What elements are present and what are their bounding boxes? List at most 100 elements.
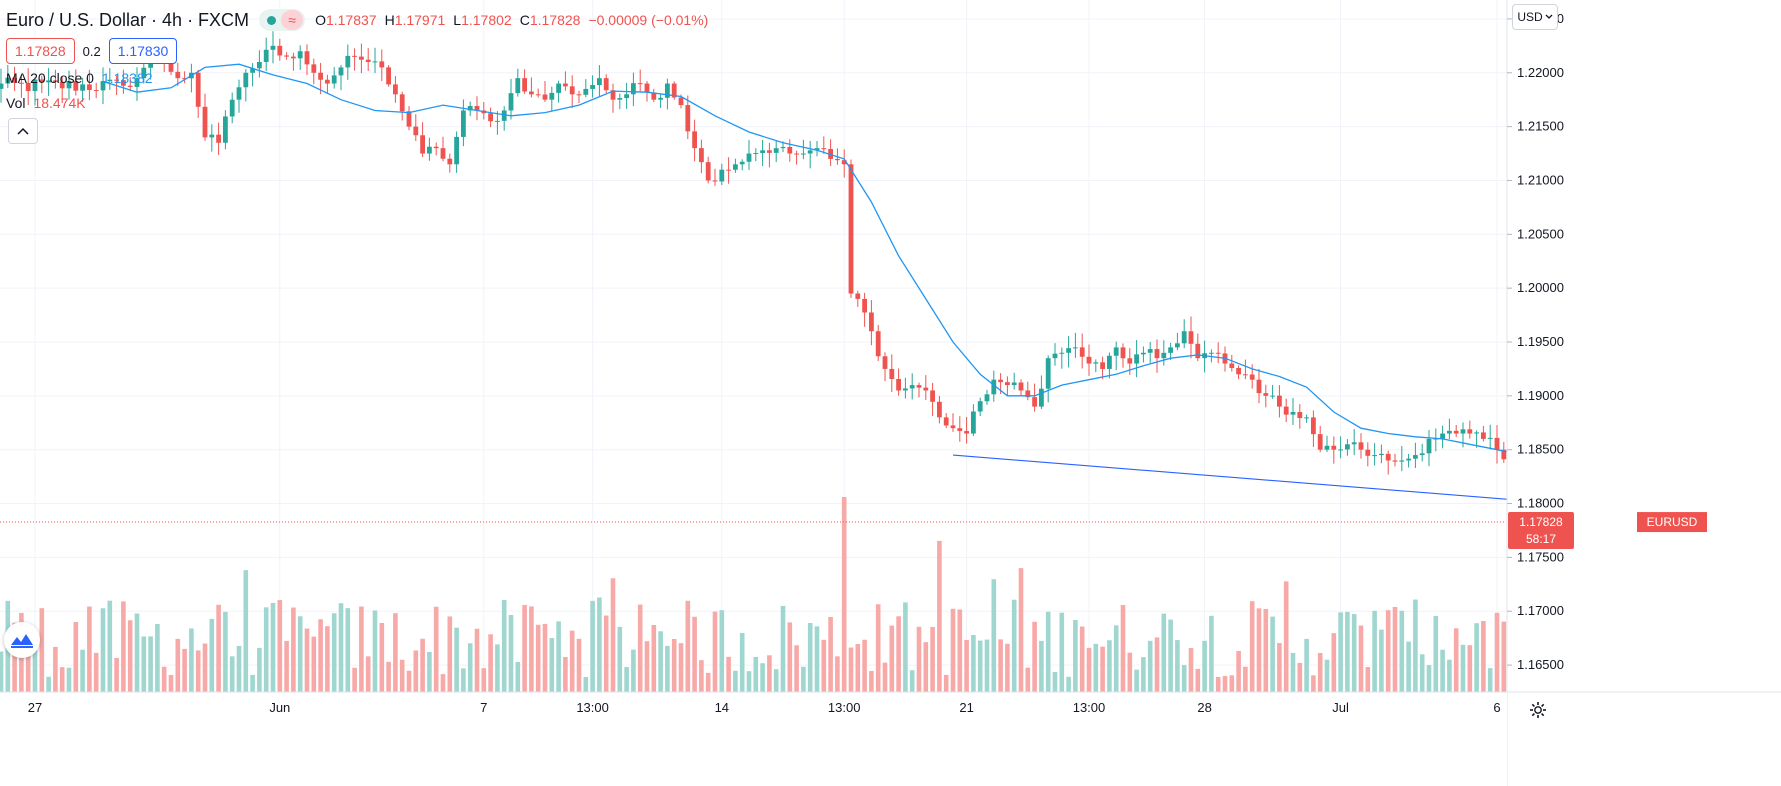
candle-body xyxy=(372,61,378,63)
candle xyxy=(1453,424,1459,438)
candle xyxy=(1168,342,1173,361)
candle-body xyxy=(1331,445,1337,450)
volume-bar xyxy=(1018,568,1024,692)
candle xyxy=(236,79,242,113)
volume-legend[interactable]: Vol 18.474K xyxy=(6,95,86,111)
time-tick-label: 13:00 xyxy=(576,700,609,715)
market-open-icon xyxy=(261,10,281,30)
candle xyxy=(610,83,616,113)
volume-bar xyxy=(66,667,72,692)
candle-body xyxy=(835,158,840,161)
volume-bar xyxy=(658,631,663,692)
candle xyxy=(93,82,99,99)
volume-bar xyxy=(127,620,133,692)
volume-bar xyxy=(841,497,847,692)
candle xyxy=(318,62,323,95)
volume-bar xyxy=(1297,662,1303,692)
candle-body xyxy=(73,80,79,91)
volume-bar xyxy=(352,667,357,692)
candle-body xyxy=(1324,445,1330,450)
volume-bar xyxy=(39,608,45,692)
candle xyxy=(624,82,629,109)
candle xyxy=(202,93,208,141)
close-value: 1.17828 xyxy=(529,12,581,28)
candle-body xyxy=(1379,453,1384,456)
volume-bar xyxy=(590,600,595,692)
ma-legend[interactable]: MA 20 close 0 1.18382 xyxy=(6,70,153,86)
candle xyxy=(685,95,691,140)
volume-bar xyxy=(610,578,616,692)
candle-body xyxy=(1032,397,1037,407)
candle-body xyxy=(1413,455,1418,459)
candle xyxy=(794,150,799,165)
candle xyxy=(195,69,201,118)
volume-bar xyxy=(223,611,228,692)
volume-bar xyxy=(1256,608,1262,692)
candle-body xyxy=(284,55,289,57)
vol-label: Vol xyxy=(6,95,26,111)
buy-button[interactable]: 1.17830 xyxy=(108,38,178,64)
volume-bar xyxy=(875,604,881,692)
candle xyxy=(726,157,731,184)
volume-bar xyxy=(284,640,289,692)
volume-bar xyxy=(1107,640,1112,692)
volume-bar xyxy=(1052,672,1058,692)
volume-bar xyxy=(474,628,480,692)
volume-bar xyxy=(1304,638,1309,692)
price-tick-label: 1.20000 xyxy=(1517,280,1564,295)
candle-body xyxy=(1011,382,1017,386)
candle-body xyxy=(780,146,786,149)
tradingview-logo-button[interactable] xyxy=(4,622,40,658)
collapse-legend-button[interactable] xyxy=(8,118,38,144)
volume-bar xyxy=(263,607,269,692)
candle-body xyxy=(338,67,344,76)
volume-bar xyxy=(114,657,119,692)
candle-body xyxy=(53,80,58,82)
candle-body xyxy=(889,368,895,379)
candle xyxy=(1066,335,1071,368)
market-status[interactable]: ≈ xyxy=(259,9,306,31)
volume-bar xyxy=(862,639,867,692)
volume-bar xyxy=(957,609,963,692)
settings-button[interactable] xyxy=(1528,700,1548,720)
volume-bar xyxy=(12,622,17,692)
candle xyxy=(325,74,330,94)
candle xyxy=(1372,443,1377,466)
candle-body xyxy=(1188,331,1194,344)
candle-body xyxy=(1453,430,1459,434)
volume-bar xyxy=(100,608,106,692)
volume-bar xyxy=(1331,633,1337,692)
currency-selector[interactable]: USD xyxy=(1512,4,1558,30)
candle xyxy=(692,119,697,162)
candle-body xyxy=(998,379,1003,383)
candle xyxy=(467,101,473,116)
volume-bar xyxy=(291,607,296,692)
candle-body xyxy=(685,105,691,132)
candle-body xyxy=(1277,395,1282,407)
volume-bar xyxy=(1406,641,1411,692)
countdown-timer: 58:17 xyxy=(1526,532,1556,546)
volume-bar xyxy=(440,674,446,692)
sell-button[interactable]: 1.17828 xyxy=(6,38,75,64)
candle-body xyxy=(345,55,351,68)
volume-bar xyxy=(1188,647,1194,692)
volume-bar xyxy=(1467,645,1473,692)
symbol-title[interactable]: Euro / U.S. Dollar · 4h · FXCM xyxy=(6,9,250,30)
candle-body xyxy=(1290,412,1296,415)
candle-body xyxy=(1093,362,1099,364)
candle xyxy=(1039,375,1044,409)
candle xyxy=(1093,359,1099,373)
volume-bar xyxy=(399,659,405,692)
candle xyxy=(1052,343,1058,366)
candle-body xyxy=(107,79,113,82)
candle-body xyxy=(1283,406,1289,415)
candle xyxy=(1005,376,1010,396)
candle-body xyxy=(1229,363,1235,368)
volume-bar xyxy=(529,606,534,692)
candle-body xyxy=(631,83,636,95)
candle-body xyxy=(399,94,405,112)
volume-bar xyxy=(767,655,772,692)
candle xyxy=(182,71,187,84)
candle-body xyxy=(1460,429,1466,434)
